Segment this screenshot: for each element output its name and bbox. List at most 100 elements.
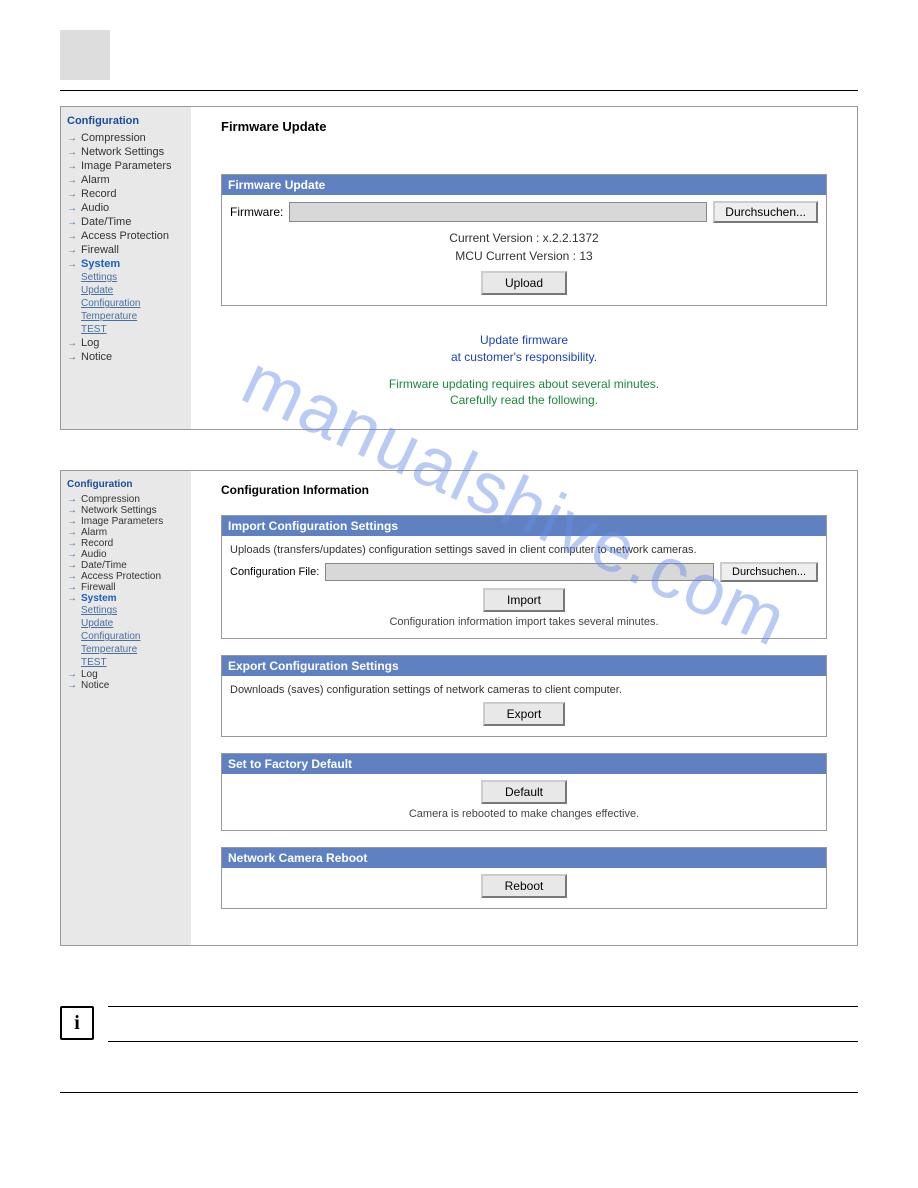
sidebar-sub-temperature[interactable]: Temperature — [67, 643, 185, 656]
sidebar-item-label: Date/Time — [81, 216, 131, 228]
sidebar-sub-test[interactable]: TEST — [67, 323, 185, 336]
info-rule — [108, 1041, 858, 1042]
sidebar-sub-update[interactable]: Update — [67, 284, 185, 297]
warning-line: Update firmware — [221, 332, 827, 349]
import-section: Uploads (transfers/updates) configuratio… — [221, 536, 827, 639]
import-note: Configuration information import takes s… — [230, 616, 818, 628]
sidebar-item-notice[interactable]: →Notice — [67, 680, 185, 691]
sidebar-item-label: Image Parameters — [81, 160, 171, 172]
arrow-icon: → — [67, 259, 77, 270]
sidebar-item-label: Image Parameters — [81, 516, 163, 527]
sidebar-sub-settings[interactable]: Settings — [67, 604, 185, 617]
config-main: Configuration Information Import Configu… — [191, 471, 857, 945]
sidebar-item-network[interactable]: → Network Settings — [67, 505, 185, 516]
sidebar-item-compression[interactable]: →Compression — [67, 494, 185, 505]
sidebar-sub-update[interactable]: Update — [67, 617, 185, 630]
sidebar-item-alarm[interactable]: →Alarm — [67, 527, 185, 538]
sidebar-item-label: Compression — [81, 494, 140, 505]
arrow-icon: → — [67, 338, 77, 349]
sidebar-item-datetime[interactable]: → Date/Time — [67, 215, 185, 229]
config-file-label: Configuration File: — [230, 566, 319, 578]
sidebar-item-record[interactable]: →Record — [67, 187, 185, 201]
sidebar-item-label: Firewall — [81, 582, 115, 593]
sidebar-sub-test[interactable]: TEST — [67, 656, 185, 669]
arrow-icon: → — [67, 203, 77, 214]
arrow-icon: → — [67, 593, 77, 604]
note-line: Carefully read the following. — [221, 392, 827, 409]
footer-rule — [60, 1092, 858, 1093]
sidebar-item-image[interactable]: → Image Parameters — [67, 159, 185, 173]
arrow-icon: → — [67, 538, 77, 549]
default-button[interactable]: Default — [481, 780, 567, 804]
sidebar-item-label: Access Protection — [81, 230, 169, 242]
sidebar-item-label: System — [81, 593, 117, 604]
sidebar-item-notice[interactable]: →Notice — [67, 350, 185, 364]
upload-button[interactable]: Upload — [481, 271, 567, 295]
mcu-version: MCU Current Version : 13 — [230, 247, 818, 265]
reboot-button[interactable]: Reboot — [481, 874, 568, 898]
arrow-icon: → — [67, 161, 77, 172]
sidebar-item-system[interactable]: →System — [67, 257, 185, 271]
page-title: Configuration Information — [221, 483, 827, 497]
sidebar-item-label: Notice — [81, 351, 112, 363]
sidebar-title: Configuration — [67, 115, 185, 127]
sidebar-item-compression[interactable]: →Compression — [67, 131, 185, 145]
arrow-icon: → — [67, 189, 77, 200]
sidebar-item-label: Compression — [81, 132, 146, 144]
arrow-icon: → — [67, 147, 77, 158]
sidebar-item-network[interactable]: → Network Settings — [67, 145, 185, 159]
firmware-note: Firmware updating requires about several… — [221, 376, 827, 410]
sidebar-item-firewall[interactable]: → Firewall — [67, 582, 185, 593]
sidebar-item-alarm[interactable]: →Alarm — [67, 173, 185, 187]
arrow-icon: → — [67, 669, 77, 680]
sidebar-item-system[interactable]: → System — [67, 593, 185, 604]
firmware-file-input[interactable] — [289, 202, 707, 222]
firmware-panel: Configuration →Compression →Network Sett… — [60, 106, 858, 430]
import-button[interactable]: Import — [483, 588, 565, 612]
reboot-section-header: Network Camera Reboot — [221, 847, 827, 868]
sidebar-item-label: Record — [81, 538, 113, 549]
sidebar-item-firewall[interactable]: → Firewall — [67, 243, 185, 257]
sidebar-item-log[interactable]: → Log — [67, 336, 185, 350]
sidebar-item-label: Audio — [81, 549, 107, 560]
arrow-icon: → — [67, 245, 77, 256]
sidebar-item-log[interactable]: →Log — [67, 669, 185, 680]
export-button[interactable]: Export — [483, 702, 566, 726]
config-file-input[interactable] — [325, 563, 714, 581]
default-note: Camera is rebooted to make changes effec… — [230, 808, 818, 820]
sidebar-item-image[interactable]: →Image Parameters — [67, 516, 185, 527]
arrow-icon: → — [67, 217, 77, 228]
info-lines — [108, 1006, 858, 1042]
sidebar-item-label: Date/Time — [81, 560, 127, 571]
browse-button[interactable]: Durchsuchen... — [713, 201, 818, 223]
firmware-warning: Update firmware at customer's responsibi… — [221, 332, 827, 366]
sidebar-item-access[interactable]: →Access Protection — [67, 229, 185, 243]
sidebar-sub-temperature[interactable]: Temperature — [67, 310, 185, 323]
warning-line: at customer's responsibility. — [221, 349, 827, 366]
firmware-section: Firmware: Durchsuchen... Current Version… — [221, 195, 827, 306]
sidebar-sub-configuration[interactable]: Configuration — [67, 297, 185, 310]
browse-button[interactable]: Durchsuchen... — [720, 562, 818, 582]
arrow-icon: → — [67, 582, 77, 593]
sidebar-sub-configuration[interactable]: Configuration — [67, 630, 185, 643]
sidebar-item-record[interactable]: → Record — [67, 538, 185, 549]
import-desc: Uploads (transfers/updates) configuratio… — [230, 542, 818, 562]
sidebar-item-access[interactable]: →Access Protection — [67, 571, 185, 582]
sidebar-item-audio[interactable]: →Audio — [67, 549, 185, 560]
sidebar-item-label: Firewall — [81, 244, 119, 256]
current-version: Current Version : x.2.2.1372 — [230, 229, 818, 247]
sidebar-item-label: Log — [81, 337, 99, 349]
document-page: Configuration →Compression →Network Sett… — [0, 0, 918, 1123]
sidebar-sub-settings[interactable]: Settings — [67, 271, 185, 284]
sidebar-item-datetime[interactable]: →Date/Time — [67, 560, 185, 571]
sidebar-item-label: Network Settings — [81, 146, 164, 158]
firmware-field-label: Firmware: — [230, 205, 283, 219]
sidebar-item-label: Network Settings — [81, 505, 157, 516]
info-block: i — [60, 1006, 858, 1042]
header-rule — [60, 90, 858, 91]
arrow-icon: → — [67, 505, 77, 516]
sidebar-item-label: Notice — [81, 680, 109, 691]
sidebar-item-audio[interactable]: →Audio — [67, 201, 185, 215]
sidebar-item-label: Access Protection — [81, 571, 161, 582]
import-section-header: Import Configuration Settings — [221, 515, 827, 536]
